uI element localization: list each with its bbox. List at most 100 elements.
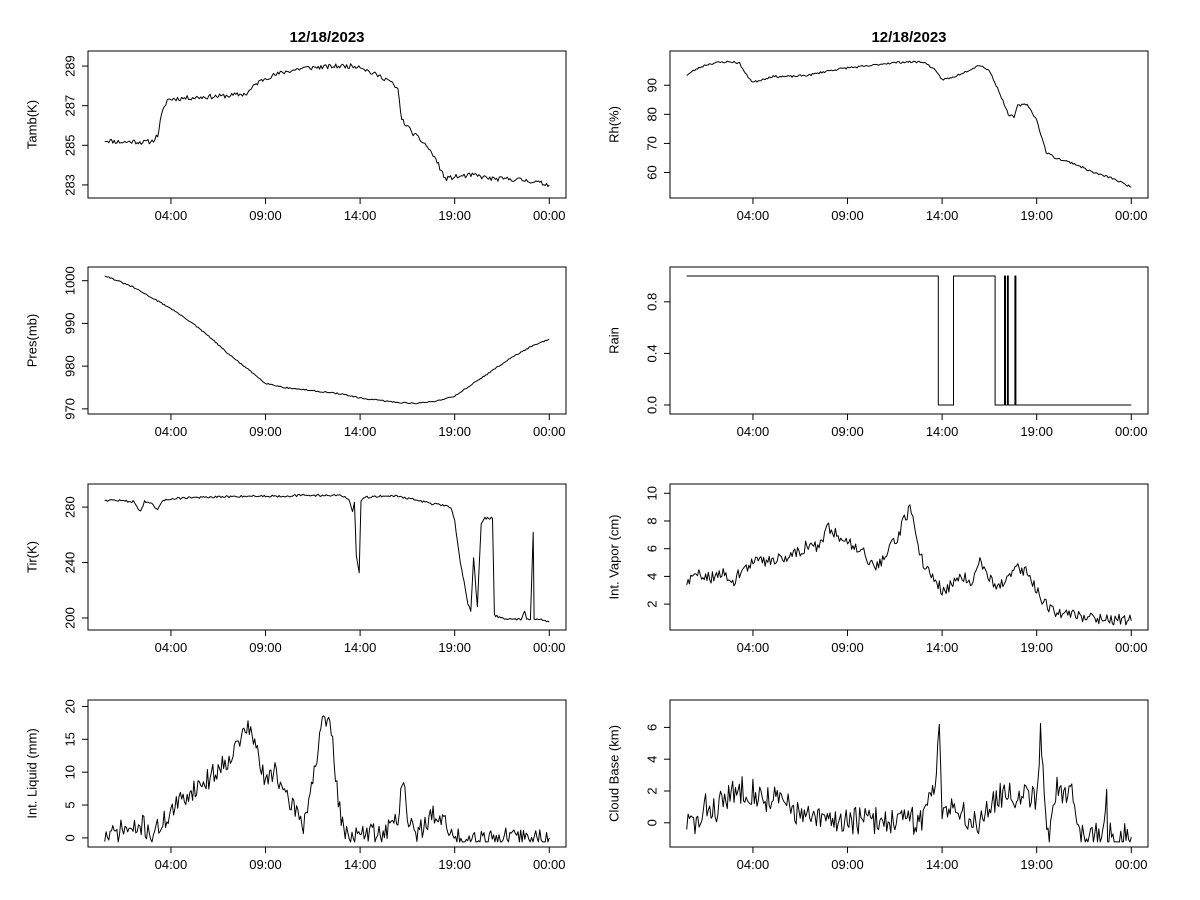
x-tick-label: 19:00 bbox=[1020, 424, 1053, 439]
series-line-vapor bbox=[686, 504, 1132, 626]
y-axis-label: Int. Vapor (cm) bbox=[607, 514, 622, 599]
x-tick-label: 14:00 bbox=[926, 208, 959, 223]
plot-frame bbox=[669, 50, 1149, 199]
y-tick-label: 289 bbox=[63, 55, 78, 77]
plot-frame bbox=[669, 699, 1149, 848]
y-tick-label: 0.4 bbox=[645, 344, 660, 362]
y-axis-label: Cloud Base (km) bbox=[607, 725, 622, 822]
y-tick-label: 6 bbox=[645, 545, 660, 552]
series-line-tir bbox=[104, 493, 550, 623]
x-tick-label: 19:00 bbox=[1020, 857, 1053, 872]
series-line-pres bbox=[104, 275, 550, 405]
x-tick-label: 00:00 bbox=[533, 424, 566, 439]
y-tick-label: 10 bbox=[645, 486, 660, 500]
x-tick-label: 14:00 bbox=[926, 424, 959, 439]
y-tick-label: 5 bbox=[63, 801, 78, 808]
y-tick-label: 0.0 bbox=[645, 396, 660, 414]
panel-pres: 04:00 09:00 14:00 19:00 00:00 970 980 990 1000 Pr… bbox=[25, 266, 567, 439]
y-tick-label: 200 bbox=[63, 607, 78, 629]
series-line-cloudbase bbox=[686, 723, 1132, 843]
y-tick-label: 60 bbox=[645, 165, 660, 179]
series-line-tamb bbox=[104, 63, 550, 188]
x-tick-label: 04:00 bbox=[737, 208, 770, 223]
y-tick-label: 2 bbox=[645, 600, 660, 607]
y-tick-label: 20 bbox=[63, 699, 78, 713]
y-axis-label: Tamb(K) bbox=[25, 100, 40, 149]
y-tick-label: 15 bbox=[63, 732, 78, 746]
y-tick-label: 990 bbox=[63, 313, 78, 335]
panel-rain: 04:00 09:00 14:00 19:00 00:00 0.0 0.4 0.8 Rain bbox=[607, 266, 1149, 439]
x-tick-label: 04:00 bbox=[155, 857, 188, 872]
panel-title: 12/18/2023 bbox=[289, 29, 364, 46]
x-tick-label: 19:00 bbox=[1020, 208, 1053, 223]
x-tick-label: 09:00 bbox=[249, 208, 282, 223]
y-tick-label: 70 bbox=[645, 136, 660, 150]
x-tick-label: 19:00 bbox=[438, 640, 471, 655]
y-tick-label: 80 bbox=[645, 107, 660, 121]
y-tick-label: 90 bbox=[645, 78, 660, 92]
y-axis-label: Int. Liquid (mm) bbox=[25, 728, 40, 818]
x-tick-label: 04:00 bbox=[155, 208, 188, 223]
panel-rh: 12/18/2023 04:00 09:00 14:00 19:00 00:00 60 70 8… bbox=[607, 29, 1149, 223]
y-axis-label: Rain bbox=[607, 327, 622, 354]
y-tick-label: 1000 bbox=[63, 266, 78, 295]
panel-liquid: 04:00 09:00 14:00 19:00 00:00 0 5 10 15 20 Int. Li… bbox=[25, 699, 567, 872]
x-tick-label: 04:00 bbox=[155, 640, 188, 655]
x-tick-label: 09:00 bbox=[831, 857, 864, 872]
x-tick-label: 00:00 bbox=[533, 208, 566, 223]
y-tick-label: 287 bbox=[63, 95, 78, 117]
x-tick-label: 04:00 bbox=[737, 640, 770, 655]
y-tick-label: 4 bbox=[645, 756, 660, 763]
panel-title: 12/18/2023 bbox=[871, 29, 946, 46]
x-tick-label: 00:00 bbox=[533, 640, 566, 655]
y-tick-label: 4 bbox=[645, 573, 660, 580]
x-tick-label: 19:00 bbox=[438, 424, 471, 439]
x-tick-label: 00:00 bbox=[1115, 424, 1148, 439]
x-tick-label: 00:00 bbox=[533, 857, 566, 872]
y-tick-label: 10 bbox=[63, 765, 78, 779]
series-line-liquid bbox=[104, 715, 550, 843]
plot-frame bbox=[669, 266, 1149, 415]
panel-tamb: 12/18/2023 04:00 09:00 14:00 19:00 00:00 283 28… bbox=[25, 29, 567, 223]
x-tick-label: 14:00 bbox=[344, 208, 377, 223]
x-tick-label: 09:00 bbox=[831, 640, 864, 655]
y-tick-label: 285 bbox=[63, 134, 78, 156]
x-tick-label: 09:00 bbox=[831, 208, 864, 223]
y-tick-label: 280 bbox=[63, 496, 78, 518]
y-axis-label: Rh(%) bbox=[607, 106, 622, 143]
y-tick-label: 240 bbox=[63, 552, 78, 574]
series-line-rh bbox=[686, 60, 1132, 188]
x-tick-label: 19:00 bbox=[438, 857, 471, 872]
x-tick-label: 04:00 bbox=[155, 424, 188, 439]
x-tick-label: 04:00 bbox=[737, 424, 770, 439]
x-tick-label: 14:00 bbox=[926, 857, 959, 872]
series-line-rain bbox=[686, 275, 1132, 406]
y-tick-label: 6 bbox=[645, 724, 660, 731]
y-tick-label: 8 bbox=[645, 517, 660, 524]
x-tick-label: 09:00 bbox=[249, 424, 282, 439]
y-tick-label: 0.8 bbox=[645, 293, 660, 311]
x-tick-label: 14:00 bbox=[926, 640, 959, 655]
y-tick-label: 980 bbox=[63, 355, 78, 377]
x-tick-label: 00:00 bbox=[1115, 208, 1148, 223]
x-tick-label: 14:00 bbox=[344, 857, 377, 872]
y-tick-label: 0 bbox=[63, 834, 78, 841]
x-tick-label: 09:00 bbox=[249, 640, 282, 655]
y-tick-label: 970 bbox=[63, 398, 78, 420]
x-tick-label: 14:00 bbox=[344, 424, 377, 439]
panel-vapor: 04:00 09:00 14:00 19:00 00:00 2 4 6 8 10 Int. Vapo… bbox=[607, 483, 1149, 655]
panel-cloudbase: 04:00 09:00 14:00 19:00 00:00 0 2 4 6 Cloud Base … bbox=[607, 699, 1149, 872]
x-tick-label: 19:00 bbox=[1020, 640, 1053, 655]
x-tick-label: 04:00 bbox=[737, 857, 770, 872]
y-tick-label: 283 bbox=[63, 174, 78, 196]
x-tick-label: 09:00 bbox=[249, 857, 282, 872]
y-axis-label: Tir(K) bbox=[25, 541, 40, 573]
panel-tir: 04:00 09:00 14:00 19:00 00:00 200 240 280 Tir(K) bbox=[25, 483, 567, 655]
y-tick-label: 0 bbox=[645, 819, 660, 826]
x-tick-label: 09:00 bbox=[831, 424, 864, 439]
y-axis-label: Pres(mb) bbox=[25, 314, 40, 367]
y-tick-label: 2 bbox=[645, 787, 660, 794]
x-tick-label: 14:00 bbox=[344, 640, 377, 655]
x-tick-label: 19:00 bbox=[438, 208, 471, 223]
